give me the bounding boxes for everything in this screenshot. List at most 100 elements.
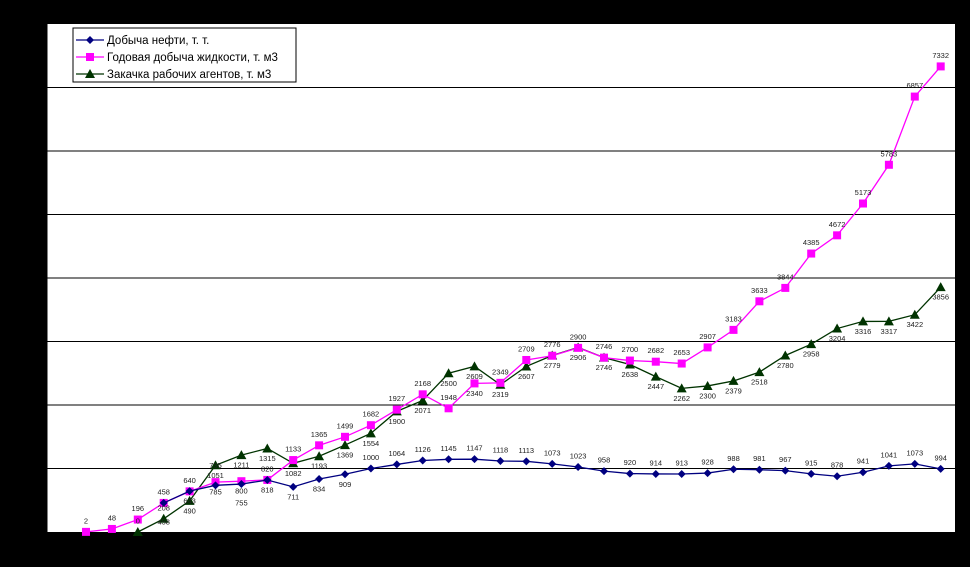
data-label: 1041	[881, 450, 898, 459]
data-label: 2907	[699, 332, 716, 341]
data-point	[210, 460, 221, 470]
data-point	[833, 231, 842, 240]
data-label: 988	[727, 454, 740, 463]
data-point	[82, 527, 90, 536]
data-point	[859, 199, 867, 208]
data-label: 3422	[906, 320, 923, 329]
data-point	[780, 350, 791, 360]
data-point	[132, 527, 143, 536]
data-label: 878	[831, 461, 844, 470]
data-point	[315, 475, 324, 484]
data-label: 208	[157, 503, 170, 512]
data-point	[883, 316, 894, 326]
data-point	[703, 343, 712, 352]
data-point	[936, 464, 945, 473]
series-line	[137, 286, 942, 533]
data-point	[729, 465, 738, 474]
data-point	[159, 498, 168, 507]
data-label: 3317	[881, 327, 898, 336]
data-point	[107, 524, 116, 533]
data-label: 1113	[519, 446, 535, 455]
data-label: 1082	[285, 469, 302, 478]
data-point	[676, 383, 687, 393]
data-label: 1073	[906, 448, 923, 457]
data-point	[443, 368, 454, 378]
data-label: 2700	[622, 345, 639, 354]
data-label: 1948	[440, 393, 457, 402]
data-label: 915	[805, 458, 818, 467]
data-point	[935, 282, 946, 292]
data-label: 834	[313, 485, 326, 494]
data-label: 1126	[415, 445, 431, 454]
data-label: 3316	[855, 327, 872, 336]
data-point	[884, 160, 893, 169]
data-label: 2262	[673, 394, 690, 403]
data-label: 458	[157, 517, 170, 526]
data-label: 2300	[699, 391, 716, 400]
data-label: 1554	[363, 439, 380, 448]
data-point	[392, 405, 401, 414]
data-point	[417, 395, 428, 405]
data-point	[833, 472, 842, 481]
legend-box	[72, 27, 297, 83]
data-point	[314, 451, 325, 461]
data-label: 2319	[492, 390, 509, 399]
data-label: 755	[235, 499, 248, 508]
data-label: 909	[339, 480, 352, 489]
data-point	[340, 440, 350, 450]
data-point	[910, 92, 919, 101]
data-label: 1000	[363, 453, 380, 462]
data-point	[341, 432, 349, 441]
data-point	[650, 371, 661, 381]
data-point	[728, 375, 739, 385]
data-point	[444, 455, 453, 464]
data-label: 920	[624, 458, 637, 467]
data-label: 1499	[337, 421, 354, 430]
data-point	[702, 380, 713, 390]
data-label: 1315	[259, 454, 276, 463]
legend-label: Добыча нефти, т. т.	[107, 35, 209, 47]
data-label: 2638	[622, 370, 639, 379]
data-point	[289, 482, 298, 491]
data-point	[755, 297, 764, 306]
data-label: 458	[157, 487, 170, 496]
data-point	[806, 339, 817, 349]
data-point	[211, 481, 220, 490]
data-point	[703, 469, 712, 478]
legend-label: Годовая добыча жидкости, т. м3	[107, 52, 278, 64]
data-point	[574, 463, 583, 472]
data-label: 958	[598, 456, 611, 465]
data-label: 2071	[414, 406, 431, 415]
data-point	[496, 457, 505, 466]
data-label: 2609	[466, 372, 483, 381]
data-point	[470, 455, 479, 464]
data-point	[909, 309, 920, 319]
data-point	[289, 456, 298, 465]
data-point	[263, 476, 272, 485]
data-label: 2607	[518, 372, 535, 381]
data-label: 818	[261, 486, 274, 495]
data-label: 2	[84, 516, 88, 525]
data-label: 800	[235, 487, 248, 496]
data-point	[858, 316, 868, 326]
legend-marker	[86, 36, 94, 44]
data-point	[444, 404, 453, 413]
data-label: 1133	[285, 445, 301, 454]
data-label: 928	[701, 458, 714, 467]
legend: Добыча нефти, т. т. Годовая добыча жидкос…	[72, 27, 297, 83]
data-label: 2682	[647, 346, 664, 355]
data-point	[548, 459, 557, 468]
data-label: 7332	[932, 51, 949, 60]
data-point	[807, 469, 816, 478]
data-point	[936, 62, 945, 71]
data-label: 1927	[388, 394, 405, 403]
data-label: 2958	[803, 350, 820, 359]
data-point	[781, 466, 790, 475]
data-label: 1118	[493, 446, 509, 455]
data-point	[754, 367, 765, 377]
data-point	[418, 390, 427, 399]
data-label: 490	[183, 506, 196, 515]
data-point	[832, 323, 843, 333]
data-label: 2379	[725, 386, 742, 395]
